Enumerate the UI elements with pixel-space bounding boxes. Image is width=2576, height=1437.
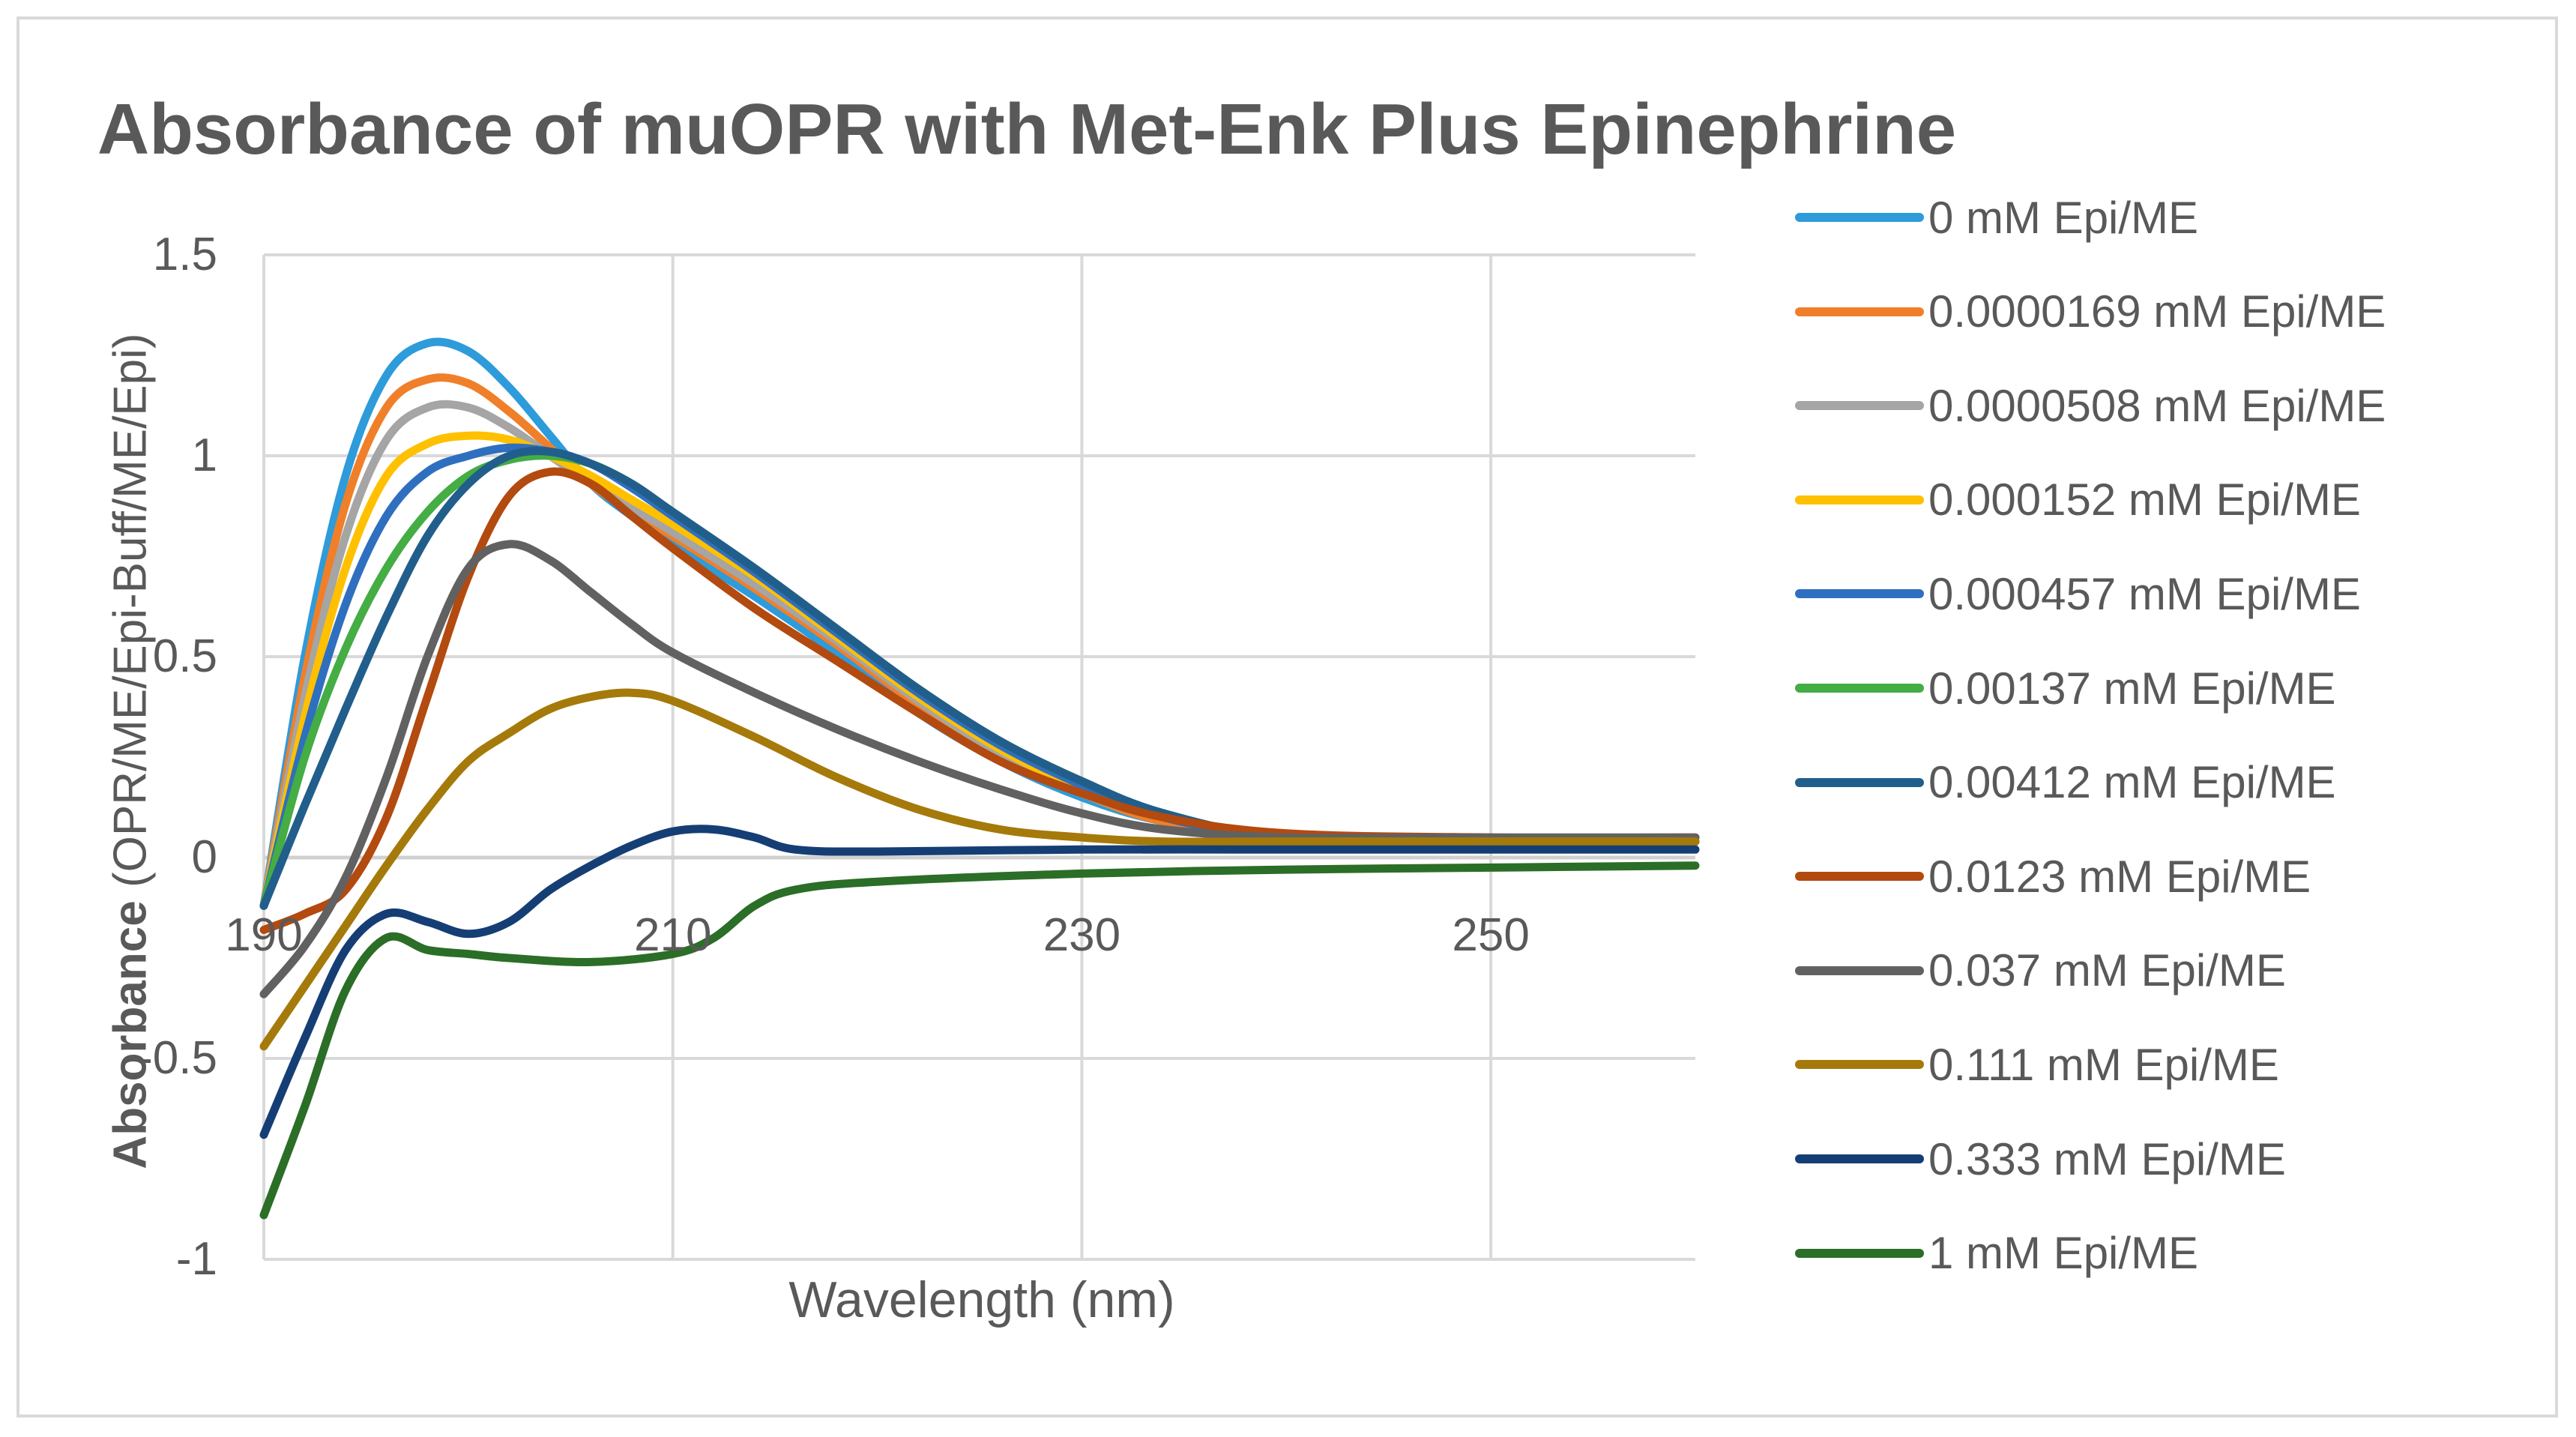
legend-label: 0.000152 mM Epi/ME [1928, 475, 2361, 525]
legend-label: 0.037 mM Epi/ME [1928, 945, 2286, 996]
y-tick-label: -1 [176, 1233, 217, 1285]
legend-swatch [1795, 1060, 1924, 1070]
series-line-10 [259, 688, 1700, 1051]
legend-item: 0.00412 mM Epi/ME [1795, 753, 2336, 813]
y-axis-title: Absorbance (OPR/ME/Epi-Buff/ME/Epi) [104, 249, 157, 1253]
legend-swatch [1795, 684, 1924, 693]
series-line-11 [259, 825, 1700, 1139]
y-tick-label: 1.5 [153, 229, 217, 280]
legend-label: 0.0000169 mM Epi/ME [1928, 286, 2386, 337]
legend-label: 0.0123 mM Epi/ME [1928, 851, 2311, 902]
legend-item: 0 mM Epi/ME [1795, 187, 2198, 247]
y-tick-labels: -1 -0.5 0 0.5 1 1.5 [137, 229, 217, 1285]
legend-label: 1 mM Epi/ME [1928, 1228, 2199, 1279]
x-tick-label: 210 [634, 909, 711, 961]
legend-item: 0.0000169 mM Epi/ME [1795, 282, 2386, 342]
legend-swatch [1795, 777, 1924, 787]
chart-title: Absorbance of muOPR with Met-Enk Plus Ep… [97, 89, 1957, 169]
legend-item: 0.333 mM Epi/ME [1795, 1129, 2286, 1189]
legend-label: 0 mM Epi/ME [1928, 192, 2199, 243]
legend-label: 0.00412 mM Epi/ME [1928, 757, 2336, 808]
legend-item: 0.00137 mM Epi/ME [1795, 658, 2336, 718]
legend-swatch [1795, 1248, 1924, 1258]
series-line-9 [259, 540, 1700, 998]
x-axis-title: Wavelength (nm) [788, 1271, 1175, 1328]
x-tick-labels: 190 210 230 250 [225, 909, 1530, 961]
legend-swatch [1795, 1154, 1924, 1163]
legend-label: 0.111 mM Epi/ME [1928, 1039, 2279, 1090]
y-tick-label: 0.5 [153, 630, 217, 682]
legend-item: 0.000152 mM Epi/ME [1795, 470, 2361, 530]
legend-item: 0.0000508 mM Epi/ME [1795, 376, 2386, 436]
legend-label: 0.333 mM Epi/ME [1928, 1133, 2286, 1184]
series-line-1 [259, 337, 1700, 910]
legend-item: 1 mM Epi/ME [1795, 1223, 2198, 1283]
legend-swatch [1795, 872, 1924, 882]
y-axis-title-bold: Absorbance [104, 900, 157, 1169]
legend-label: 0.000457 mM Epi/ME [1928, 568, 2361, 619]
legend-label: 0.0000508 mM Epi/ME [1928, 380, 2386, 431]
legend-item: 0.111 mM Epi/ME [1795, 1034, 2279, 1094]
legend-swatch [1795, 213, 1924, 222]
series-line-8 [259, 467, 1700, 934]
legend-swatch [1795, 401, 1924, 411]
legend-item: 0.037 mM Epi/ME [1795, 941, 2286, 1001]
series-line-12 [259, 861, 1700, 1220]
x-tick-label: 250 [1452, 909, 1529, 961]
legend-item: 0.000457 mM Epi/ME [1795, 564, 2361, 624]
x-tick-label: 190 [225, 909, 302, 961]
series-lines [259, 337, 1700, 1220]
legend-swatch [1795, 307, 1924, 316]
legend-item: 0.0123 mM Epi/ME [1795, 846, 2311, 906]
chart-frame [16, 16, 2558, 1418]
legend-swatch [1795, 495, 1924, 504]
y-tick-label: 0 [192, 831, 217, 883]
legend-swatch [1795, 965, 1924, 975]
y-axis-title-rest: (OPR/ME/Epi-Buff/ME/Epi) [104, 333, 157, 901]
legend-swatch [1795, 589, 1924, 599]
x-tick-label: 230 [1043, 909, 1120, 961]
legend-label: 0.00137 mM Epi/ME [1928, 663, 2336, 714]
y-tick-label: 1 [192, 430, 217, 481]
y-tick-label: -0.5 [137, 1032, 217, 1084]
